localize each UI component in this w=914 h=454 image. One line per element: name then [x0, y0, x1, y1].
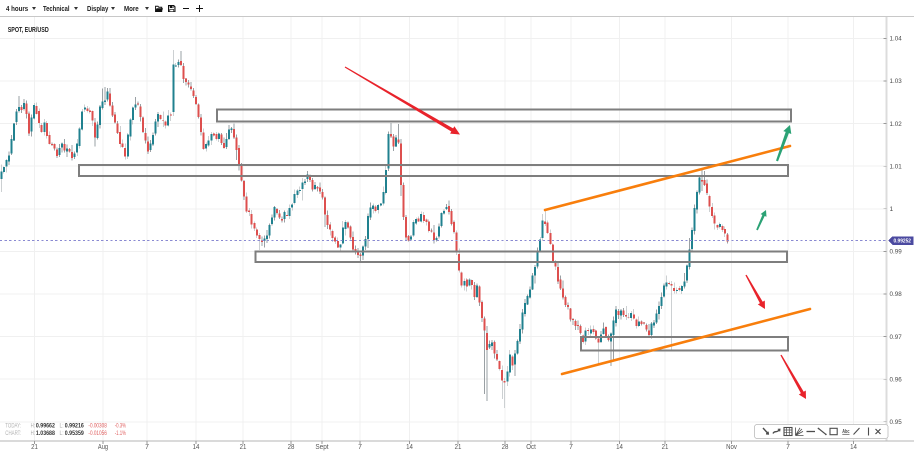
svg-text:28: 28: [502, 442, 509, 451]
svg-text:H:: H:: [31, 430, 35, 437]
svg-text:1: 1: [890, 206, 894, 213]
svg-text:0.95: 0.95: [890, 419, 903, 426]
svg-text:Sept: Sept: [315, 442, 328, 451]
svg-text:H:: H:: [31, 422, 35, 429]
svg-text:14: 14: [193, 442, 200, 451]
svg-text:14: 14: [406, 442, 413, 451]
svg-text:28: 28: [288, 442, 295, 451]
svg-text:1.02: 1.02: [890, 121, 903, 128]
svg-text:21: 21: [240, 442, 247, 451]
svg-text:21: 21: [31, 442, 38, 451]
svg-text:14: 14: [616, 442, 623, 451]
svg-text:SPOT, EUR/USD: SPOT, EUR/USD: [8, 25, 49, 34]
svg-text:Oct: Oct: [526, 442, 536, 451]
svg-text:1.04: 1.04: [890, 36, 903, 43]
svg-text:Nov: Nov: [726, 442, 737, 451]
svg-text:14: 14: [850, 442, 857, 451]
svg-text:-1.1%: -1.1%: [115, 430, 127, 437]
svg-text:0.96: 0.96: [890, 376, 903, 383]
svg-text:0.99252: 0.99252: [894, 239, 912, 245]
svg-text:7: 7: [358, 442, 362, 451]
svg-text:7: 7: [786, 442, 790, 451]
svg-text:Aug: Aug: [98, 442, 108, 451]
svg-text:7: 7: [145, 442, 149, 451]
svg-text:Abc: Abc: [842, 429, 849, 435]
svg-text:0.97: 0.97: [890, 334, 903, 341]
svg-text:-0.3%: -0.3%: [115, 422, 127, 429]
svg-text:L:: L:: [60, 430, 64, 437]
svg-text:0.98: 0.98: [890, 291, 903, 298]
svg-text:0.99662: 0.99662: [36, 422, 55, 429]
svg-text:1.03: 1.03: [890, 78, 903, 85]
svg-text:7: 7: [569, 442, 573, 451]
svg-text:21: 21: [455, 442, 462, 451]
svg-text:0.99: 0.99: [890, 249, 903, 256]
svg-text:1.01: 1.01: [890, 163, 903, 170]
svg-text:-0.01056: -0.01056: [88, 430, 107, 437]
svg-text:0.99216: 0.99216: [65, 422, 84, 429]
svg-text:CHART:: CHART:: [5, 430, 21, 437]
svg-text:1.03688: 1.03688: [36, 430, 55, 437]
svg-text:L:: L:: [60, 422, 64, 429]
svg-text:21: 21: [662, 442, 669, 451]
svg-text:0.95359: 0.95359: [65, 430, 84, 437]
svg-text:-0.00308: -0.00308: [88, 422, 107, 429]
svg-text:TODAY:: TODAY:: [5, 422, 21, 429]
